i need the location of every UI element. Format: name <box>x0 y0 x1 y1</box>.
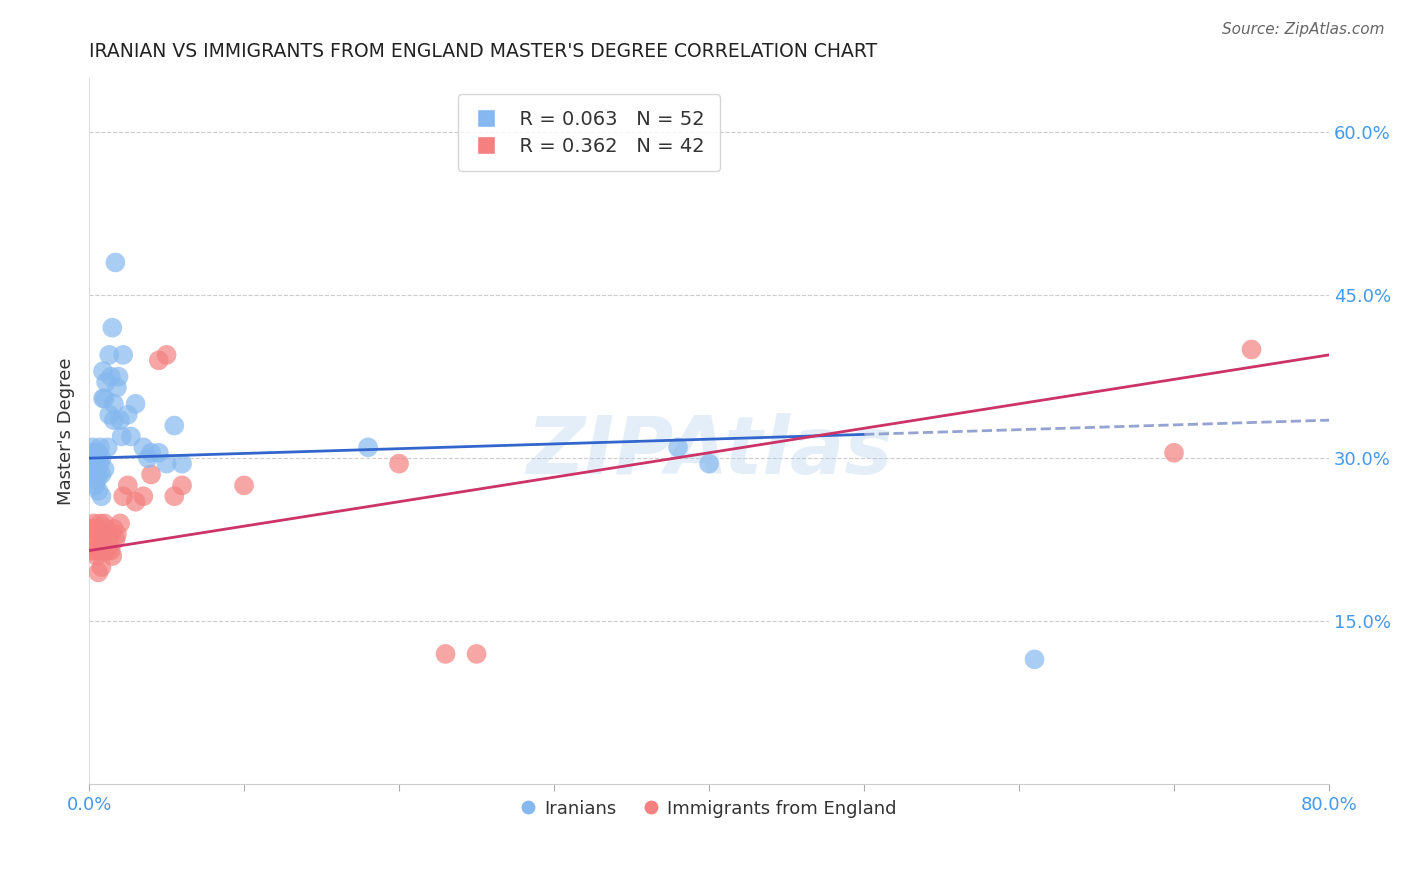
Point <box>697 457 720 471</box>
Point <box>91 392 114 406</box>
Point <box>465 647 488 661</box>
Point <box>83 516 105 531</box>
Point <box>79 451 101 466</box>
Point <box>87 566 110 580</box>
Point <box>83 457 105 471</box>
Point <box>105 527 128 541</box>
Point <box>136 451 159 466</box>
Point <box>108 413 131 427</box>
Point <box>104 255 127 269</box>
Point <box>108 516 131 531</box>
Point <box>104 533 127 547</box>
Point <box>434 647 457 661</box>
Point <box>100 369 122 384</box>
Point <box>1024 652 1046 666</box>
Point <box>84 478 107 492</box>
Point <box>100 543 122 558</box>
Point <box>87 446 110 460</box>
Point <box>124 494 146 508</box>
Point <box>103 397 125 411</box>
Point <box>82 522 104 536</box>
Point <box>98 408 121 422</box>
Point <box>666 440 689 454</box>
Point <box>139 446 162 460</box>
Legend: Iranians, Immigrants from England: Iranians, Immigrants from England <box>515 792 904 825</box>
Point <box>86 533 108 547</box>
Point <box>86 446 108 460</box>
Point <box>105 380 128 394</box>
Text: Source: ZipAtlas.com: Source: ZipAtlas.com <box>1222 22 1385 37</box>
Point <box>112 489 135 503</box>
Point <box>89 516 111 531</box>
Point <box>388 457 411 471</box>
Point <box>87 527 110 541</box>
Point <box>155 457 177 471</box>
Point <box>155 348 177 362</box>
Point <box>148 353 170 368</box>
Point <box>90 533 112 547</box>
Point <box>91 538 114 552</box>
Point <box>148 446 170 460</box>
Point <box>1240 343 1263 357</box>
Point <box>132 489 155 503</box>
Point <box>110 429 132 443</box>
Point <box>90 451 112 466</box>
Point <box>93 392 115 406</box>
Point <box>120 429 142 443</box>
Point <box>101 549 124 563</box>
Point <box>98 348 121 362</box>
Point <box>93 516 115 531</box>
Point <box>101 320 124 334</box>
Point <box>86 457 108 471</box>
Point <box>82 440 104 454</box>
Point <box>97 440 120 454</box>
Point <box>112 348 135 362</box>
Text: ZIPAtlas: ZIPAtlas <box>526 413 893 491</box>
Point <box>86 549 108 563</box>
Point <box>87 467 110 482</box>
Y-axis label: Master's Degree: Master's Degree <box>58 358 75 505</box>
Point <box>170 478 193 492</box>
Text: IRANIAN VS IMMIGRANTS FROM ENGLAND MASTER'S DEGREE CORRELATION CHART: IRANIAN VS IMMIGRANTS FROM ENGLAND MASTE… <box>89 42 877 61</box>
Point <box>1163 446 1185 460</box>
Point <box>163 489 186 503</box>
Point <box>139 467 162 482</box>
Point <box>84 543 107 558</box>
Point <box>94 375 117 389</box>
Point <box>170 457 193 471</box>
Point <box>79 522 101 536</box>
Point <box>124 397 146 411</box>
Point <box>83 467 105 482</box>
Point <box>89 543 111 558</box>
Point <box>107 369 129 384</box>
Point <box>233 478 256 492</box>
Point <box>89 440 111 454</box>
Point <box>84 451 107 466</box>
Point <box>117 478 139 492</box>
Point <box>93 543 115 558</box>
Point <box>357 440 380 454</box>
Point <box>82 543 104 558</box>
Point <box>86 473 108 487</box>
Point <box>83 538 105 552</box>
Point <box>117 408 139 422</box>
Point <box>90 489 112 503</box>
Point <box>84 462 107 476</box>
Point <box>87 483 110 498</box>
Point <box>98 533 121 547</box>
Point <box>103 522 125 536</box>
Point <box>163 418 186 433</box>
Point <box>90 467 112 482</box>
Point <box>84 522 107 536</box>
Point <box>132 440 155 454</box>
Point <box>93 462 115 476</box>
Point <box>83 446 105 460</box>
Point <box>90 560 112 574</box>
Point <box>94 522 117 536</box>
Point <box>97 543 120 558</box>
Point <box>89 457 111 471</box>
Point <box>82 457 104 471</box>
Point <box>91 364 114 378</box>
Point <box>103 413 125 427</box>
